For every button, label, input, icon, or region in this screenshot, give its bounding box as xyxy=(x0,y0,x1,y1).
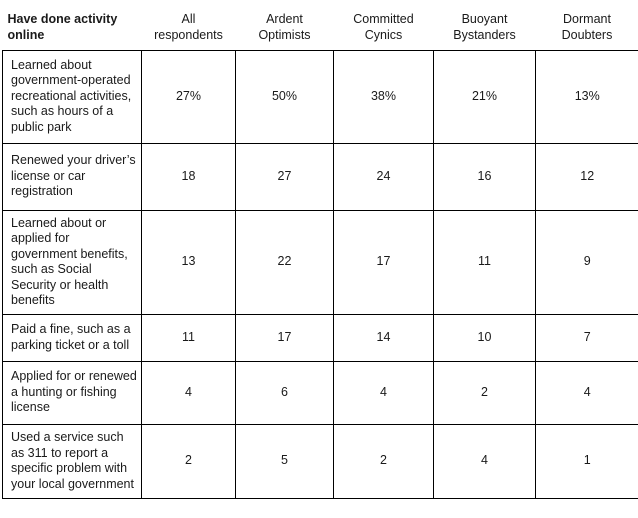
activity-label: Learned about or applied for government … xyxy=(2,209,142,315)
table-header: Have done activity online All respondent… xyxy=(3,0,638,50)
activity-label: Used a service such as 311 to report a s… xyxy=(2,423,142,499)
value-cell: 2 xyxy=(433,360,536,425)
table-row: Paid a fine, such as a parking ticket or… xyxy=(2,313,638,362)
column-header-all-respondents: All respondents xyxy=(154,12,223,42)
value-cell: 2 xyxy=(333,423,434,499)
value-cell: 4 xyxy=(433,423,536,499)
column-header-ardent-optimists: Ardent Optimists xyxy=(258,12,311,42)
column-header-committed-cynics: Committed Cynics xyxy=(353,12,414,42)
column-header-dormant-doubters: Dormant Doubters xyxy=(561,12,613,42)
value-cell: 22 xyxy=(235,209,334,315)
value-cell: 17 xyxy=(235,313,334,362)
value-cell: 9 xyxy=(535,209,638,315)
activities-table: Have done activity online All respondent… xyxy=(2,0,638,499)
table-body: Learned about government-operated recrea… xyxy=(2,49,638,499)
table-row: Learned about government-operated recrea… xyxy=(2,49,638,144)
value-cell: 1 xyxy=(535,423,638,499)
value-cell: 11 xyxy=(141,313,236,362)
activity-label: Renewed your driver’s license or car reg… xyxy=(2,142,142,211)
value-cell: 2 xyxy=(141,423,236,499)
value-cell: 5 xyxy=(235,423,334,499)
table-row: Used a service such as 311 to report a s… xyxy=(2,423,638,499)
column-header-buoyant-bystanders: Buoyant Bystanders xyxy=(453,12,516,42)
activity-label: Paid a fine, such as a parking ticket or… xyxy=(2,313,142,362)
header-row: Have done activity online All respondent… xyxy=(3,0,638,50)
value-cell: 38% xyxy=(333,49,434,144)
value-cell: 13 xyxy=(141,209,236,315)
value-cell: 16 xyxy=(433,142,536,211)
value-cell: 50% xyxy=(235,49,334,144)
value-cell: 27 xyxy=(235,142,334,211)
value-cell: 17 xyxy=(333,209,434,315)
activity-label: Applied for or renewed a hunting or fish… xyxy=(2,360,142,425)
value-cell: 4 xyxy=(333,360,434,425)
activity-label: Learned about government-operated recrea… xyxy=(2,49,142,144)
value-cell: 10 xyxy=(433,313,536,362)
value-cell: 14 xyxy=(333,313,434,362)
value-cell: 24 xyxy=(333,142,434,211)
value-cell: 4 xyxy=(535,360,638,425)
column-header-activity: Have done activity online xyxy=(7,12,118,42)
value-cell: 27% xyxy=(141,49,236,144)
table-row: Applied for or renewed a hunting or fish… xyxy=(2,360,638,425)
value-cell: 4 xyxy=(141,360,236,425)
table-row: Learned about or applied for government … xyxy=(2,209,638,315)
value-cell: 12 xyxy=(535,142,638,211)
value-cell: 13% xyxy=(535,49,638,144)
value-cell: 11 xyxy=(433,209,536,315)
value-cell: 7 xyxy=(535,313,638,362)
value-cell: 21% xyxy=(433,49,536,144)
table-row: Renewed your driver’s license or car reg… xyxy=(2,142,638,211)
value-cell: 18 xyxy=(141,142,236,211)
value-cell: 6 xyxy=(235,360,334,425)
